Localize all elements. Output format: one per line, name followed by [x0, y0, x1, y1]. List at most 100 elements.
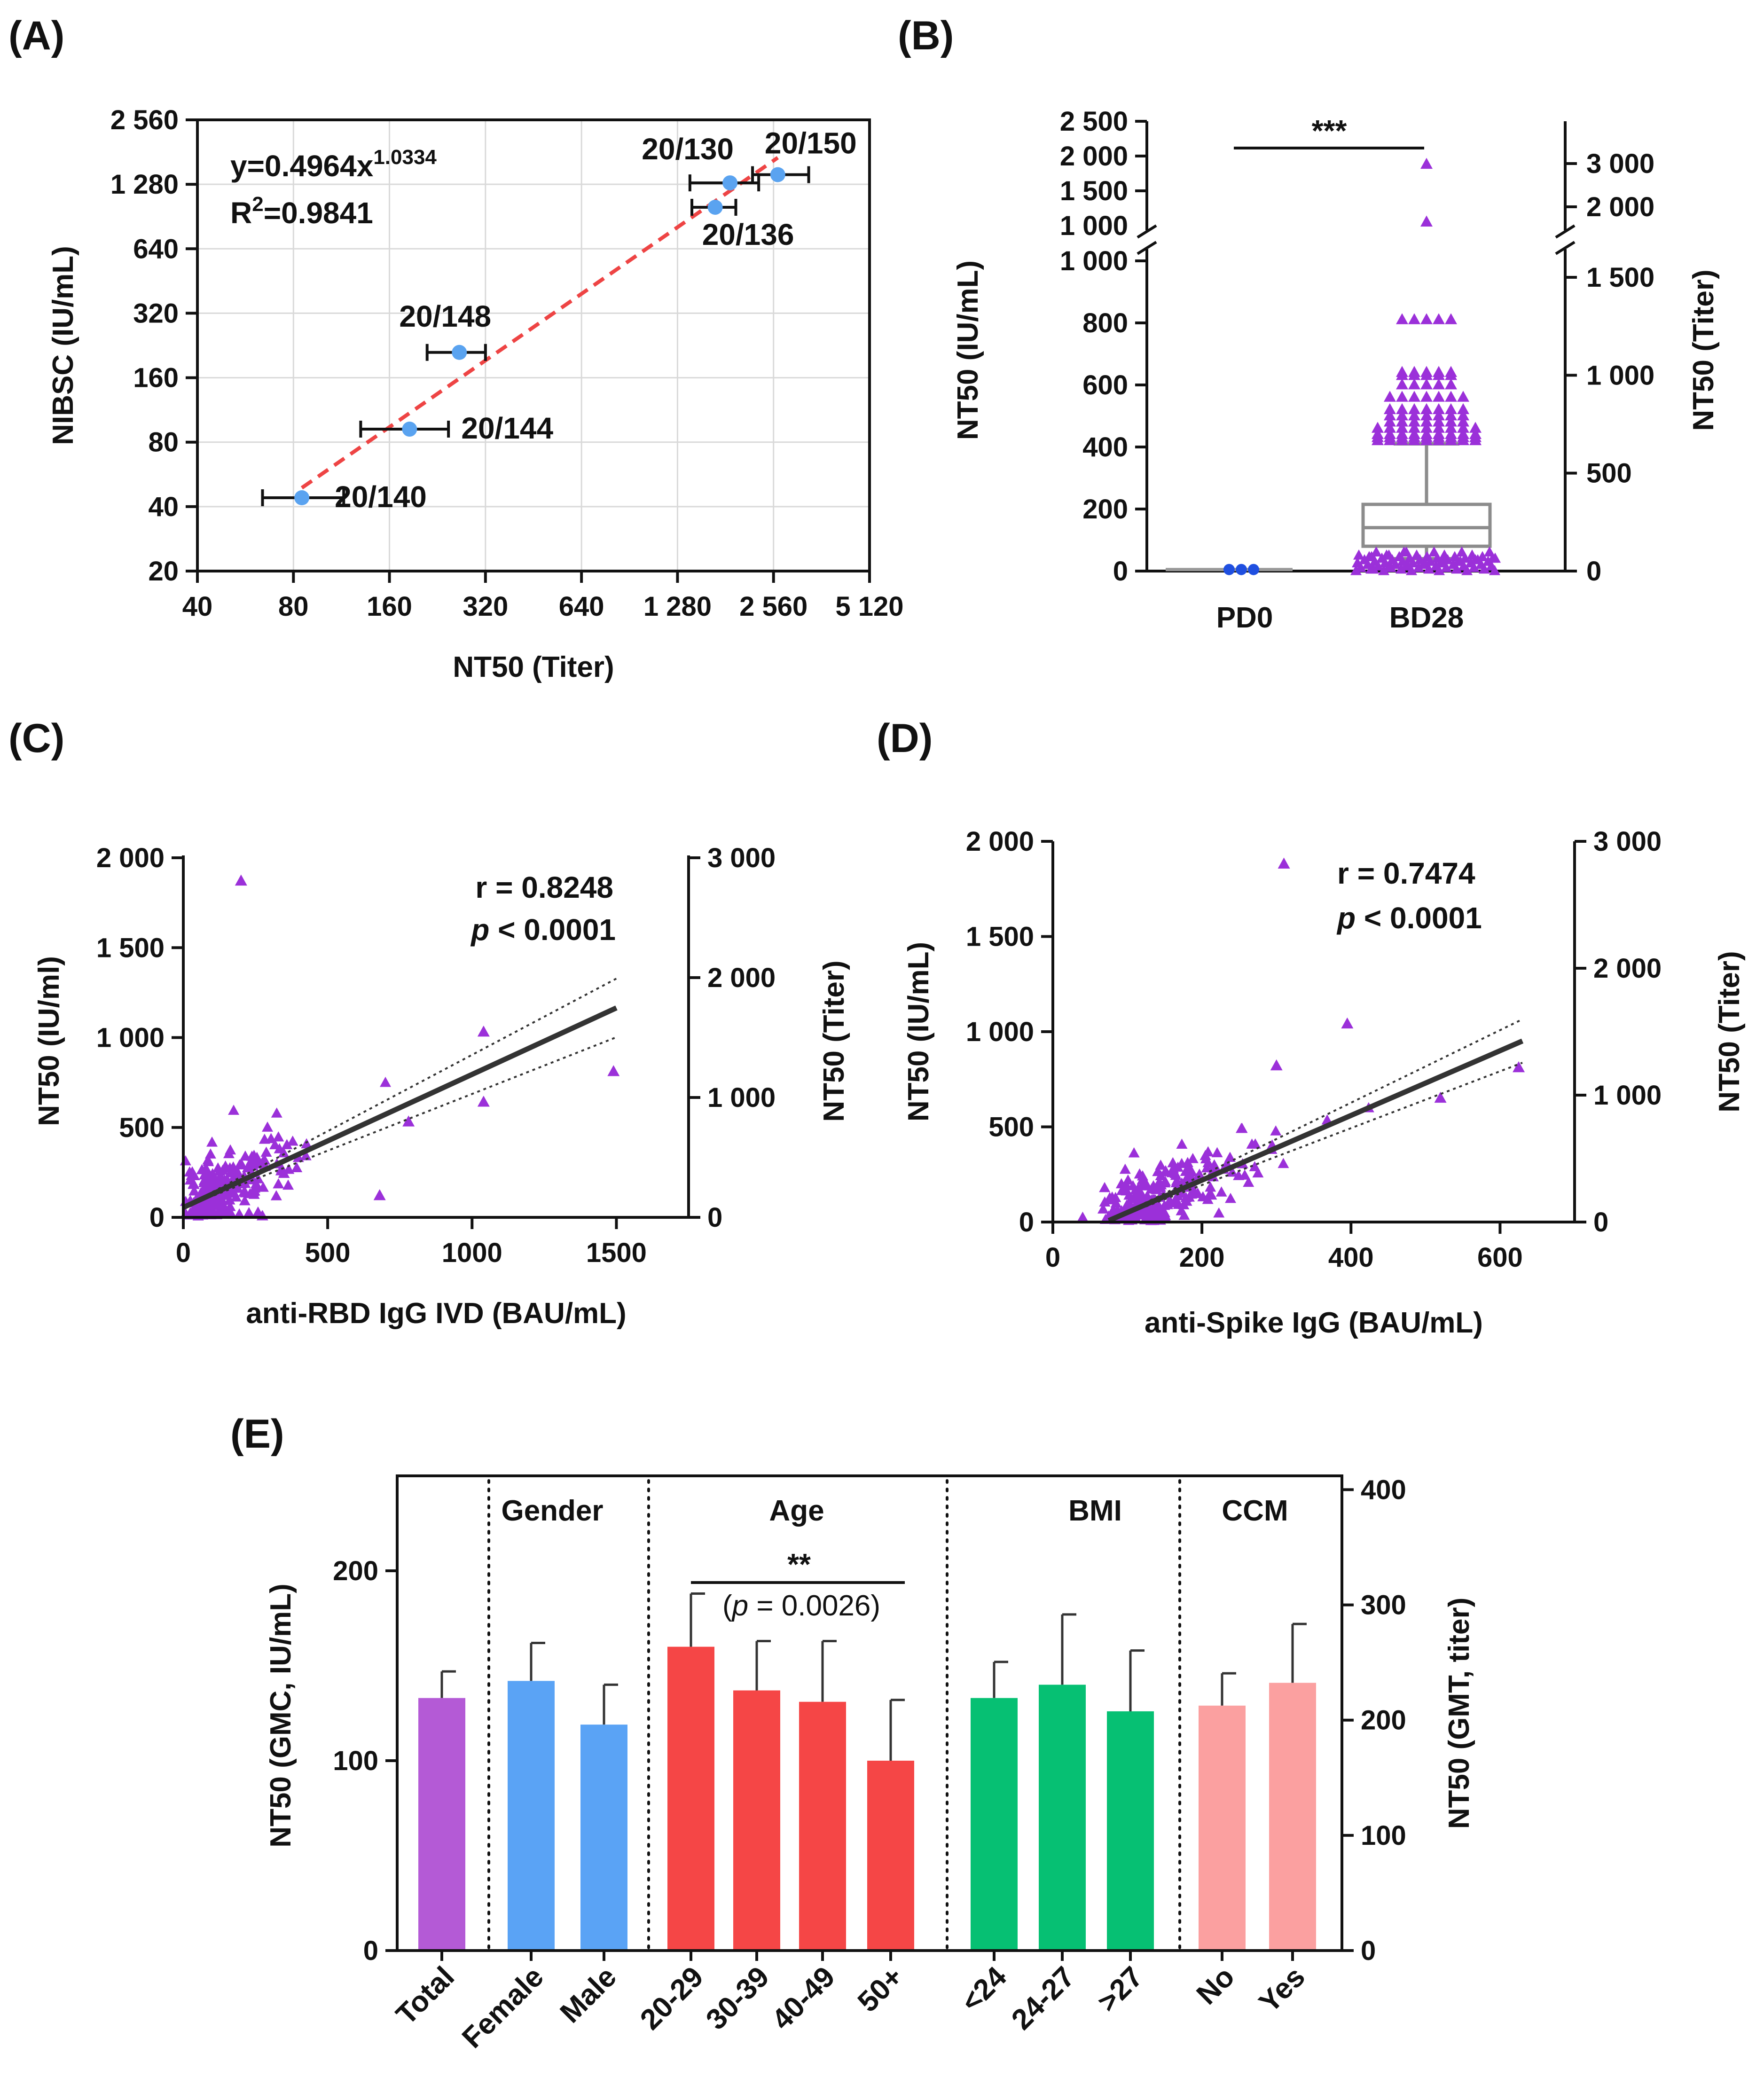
panel-b-outlier-point — [1433, 409, 1445, 421]
panel-c-point — [269, 1139, 281, 1150]
panel-c-point — [210, 1199, 222, 1210]
panel-b-pd0-point — [1236, 564, 1247, 575]
panel-label-e: (E) — [230, 1411, 284, 1457]
panel-d-point — [1129, 1192, 1141, 1202]
panel-c-points — [180, 874, 620, 1221]
panel-d-x-label: anti-Spike IgG (BAU/mL) — [1145, 1307, 1483, 1339]
panel-e-x-tick-label: Total — [390, 1960, 461, 2031]
panel-b-right-tick-label: 1 000 — [1586, 360, 1654, 391]
panel-d-y-tick-label: 500 — [988, 1112, 1034, 1143]
panel-c-point — [187, 1206, 199, 1217]
panel-b-outlier-point — [1396, 403, 1408, 415]
panel-a-fit-line — [300, 156, 779, 490]
panel-d-point — [1225, 1192, 1237, 1203]
panel-e-bar — [580, 1724, 627, 1951]
panel-b-outlier-point — [1396, 369, 1408, 380]
panel-b-right-tick-label: 1 500 — [1586, 262, 1654, 293]
panel-b-outlier-point — [1445, 434, 1457, 446]
panel-b-ticks: 0 200 400 600 800 1 000 1 500 2 000 2 500 1 000 0 5… — [1060, 106, 1654, 587]
panel-b-right-tick-label: 3 000 — [1586, 149, 1654, 179]
panel-c-point — [275, 1165, 287, 1176]
panel-d-p-value: p < 0.0001 — [1336, 901, 1482, 935]
panel-e-bar — [867, 1761, 914, 1951]
panel-b-low-point — [1352, 557, 1363, 568]
panel-b-outlier-point — [1420, 409, 1433, 421]
panel-b-category-bd28: BD28 — [1389, 602, 1464, 634]
panel-c-point — [194, 1207, 205, 1218]
panel-a-point-label: 20/144 — [461, 411, 553, 445]
panel-d-point — [1236, 1122, 1247, 1133]
panel-b-outlier-point — [1433, 369, 1445, 380]
panel-e-x-tick-label: 30-39 — [700, 1960, 776, 2036]
panel-b-low-point — [1396, 563, 1407, 574]
panel-b-outlier-point — [1445, 403, 1457, 415]
panel-d-point — [1097, 1203, 1109, 1214]
panel-c-point — [402, 1115, 415, 1127]
panel-b-outlier-point — [1420, 157, 1433, 169]
panel-c-point — [380, 1076, 391, 1087]
panel-d-point — [1160, 1166, 1172, 1176]
panel-c-point — [244, 1159, 256, 1169]
panel-e-bar — [971, 1698, 1018, 1951]
panel-e-bar — [1269, 1683, 1316, 1951]
panel-c-p-text: < 0.0001 — [489, 913, 616, 947]
panel-a-point-label: 20/148 — [399, 299, 491, 333]
panel-c-point — [211, 1176, 222, 1187]
panel-c-point — [246, 1151, 258, 1161]
panel-b-outlier-point — [1384, 434, 1396, 446]
panel-b-right-tick-label: 500 — [1586, 458, 1632, 489]
panel-c-point — [230, 1191, 242, 1202]
panel-b-low-point — [1428, 546, 1440, 557]
panel-d-point — [1182, 1157, 1193, 1168]
panel-e-p-value: (p = 0.0026) — [722, 1590, 880, 1622]
panel-a-x-label: NT50 (Titer) — [453, 651, 614, 683]
panel-c-y-tick-label: 500 — [119, 1113, 165, 1143]
panel-b-bd28-box — [1361, 502, 1492, 548]
panel-a-point — [452, 345, 467, 360]
panel-c-point — [214, 1208, 226, 1219]
panel-a-y-tick-label: 320 — [133, 298, 179, 329]
panel-e-x-tick-label: 40-49 — [766, 1960, 841, 2036]
panel-c-point — [224, 1162, 236, 1173]
panel-c-point — [219, 1174, 230, 1184]
panel-c-x-tick-label: 1000 — [442, 1238, 502, 1268]
panel-e-p-label: p — [731, 1590, 748, 1622]
panel-d-right-tick-label: 1 000 — [1593, 1080, 1662, 1111]
panel-b-outlier-point — [1433, 378, 1445, 390]
panel-b-outlier-point — [1457, 415, 1469, 427]
panel-e-y-label-left: NT50 (GMC, IU/mL) — [265, 1583, 297, 1847]
panel-b-outlier-point — [1408, 422, 1420, 433]
panel-a-r2-sup: 2 — [252, 193, 263, 216]
panel-c-ci-upper — [183, 978, 617, 1208]
panel-d-y-tick-label: 2 000 — [966, 826, 1034, 857]
panel-c-point — [607, 1065, 620, 1076]
panel-e-axes-frame — [396, 1474, 1343, 1952]
panel-e-left-tick-label: 200 — [333, 1556, 378, 1586]
panel-b-left-tick-label: 200 — [1082, 494, 1128, 525]
panel-d-y-label-left: NT50 (IU/mL) — [902, 942, 935, 1121]
panel-a-y-label: NIBSC (IU/mL) — [47, 246, 79, 445]
panel-b-low-point — [1378, 565, 1389, 575]
panel-b-outlier-point — [1445, 313, 1457, 324]
panel-a-x-tick-label: 2 560 — [739, 591, 808, 622]
panel-e-group-dividers — [487, 1479, 1181, 1952]
panel-b-left-tick-label: 0 — [1113, 556, 1128, 587]
panel-d-point — [1278, 857, 1290, 869]
panel-d-point — [1252, 1167, 1264, 1178]
panel-c-point — [201, 1203, 212, 1214]
panel-b-low-point — [1413, 562, 1424, 572]
panel-c-right-tick-label: 2 000 — [707, 963, 776, 993]
panel-a-point — [294, 490, 310, 505]
panel-a-x-tick-label: 160 — [367, 591, 412, 622]
panel-e-x-tick-label: 50+ — [852, 1960, 909, 2018]
panel-b-outlier-point — [1384, 415, 1396, 427]
panel-b-outlier-point — [1384, 409, 1396, 421]
panel-b-outlier-point — [1396, 313, 1408, 324]
panel-c-point — [203, 1156, 214, 1167]
panel-c-point — [225, 1144, 236, 1155]
panel-b-outlier-point — [1420, 415, 1433, 427]
panel-b-outlier-point — [1408, 403, 1420, 415]
panel-c-point — [235, 874, 247, 886]
panel-c-point — [249, 1182, 260, 1193]
